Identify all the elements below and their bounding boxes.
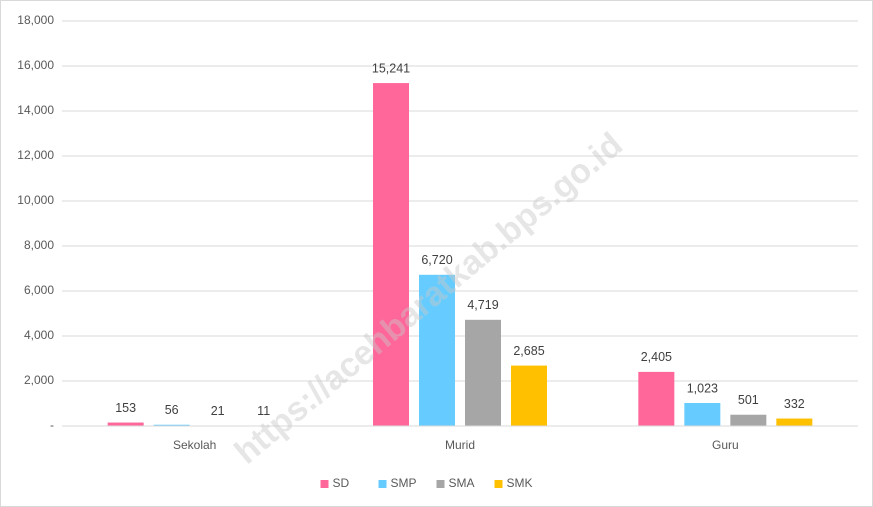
- value-label: 6,720: [421, 253, 452, 267]
- bar: [638, 371, 675, 426]
- bar: [419, 274, 455, 426]
- y-tick-label: 12,000: [17, 148, 54, 162]
- value-label: 153: [115, 401, 136, 415]
- legend-swatch: [494, 480, 503, 488]
- bar: [684, 402, 721, 426]
- value-label: 501: [738, 393, 759, 407]
- y-tick-label: 14,000: [17, 103, 54, 117]
- bar: [107, 422, 144, 426]
- y-tick-label: 4,000: [24, 328, 54, 342]
- value-label: 2,685: [513, 344, 544, 358]
- bar: [730, 414, 767, 426]
- legend-swatch: [436, 480, 445, 488]
- y-tick-label: 16,000: [17, 58, 54, 72]
- bar: [373, 83, 409, 426]
- value-label: 21: [211, 404, 225, 418]
- value-label: 15,241: [372, 61, 410, 75]
- y-tick-label: 2,000: [24, 373, 54, 387]
- bar: [153, 424, 190, 426]
- legend-swatch: [320, 480, 329, 488]
- bar: [511, 365, 547, 426]
- x-tick-label: Murid: [445, 438, 475, 452]
- y-tick-label: 18,000: [17, 13, 54, 27]
- x-tick-label: Sekolah: [173, 438, 216, 452]
- value-label: 11: [257, 404, 270, 418]
- x-tick-label: Guru: [712, 438, 739, 452]
- legend-swatch: [378, 480, 387, 488]
- y-tick-label: 8,000: [24, 238, 54, 252]
- value-label: 2,405: [641, 350, 672, 364]
- y-tick-label: -: [50, 418, 54, 432]
- legend-label: SMK: [507, 476, 533, 490]
- y-tick-label: 6,000: [24, 283, 54, 297]
- legend-label: SD: [333, 476, 350, 490]
- value-label: 1,023: [687, 381, 718, 395]
- value-label: 4,719: [467, 298, 498, 312]
- bar: [465, 319, 501, 426]
- y-tick-label: 10,000: [17, 193, 54, 207]
- legend-label: SMA: [449, 476, 475, 490]
- bar: [776, 418, 813, 426]
- value-label: 56: [165, 403, 179, 417]
- value-label: 332: [784, 397, 805, 411]
- legend-label: SMP: [391, 476, 417, 490]
